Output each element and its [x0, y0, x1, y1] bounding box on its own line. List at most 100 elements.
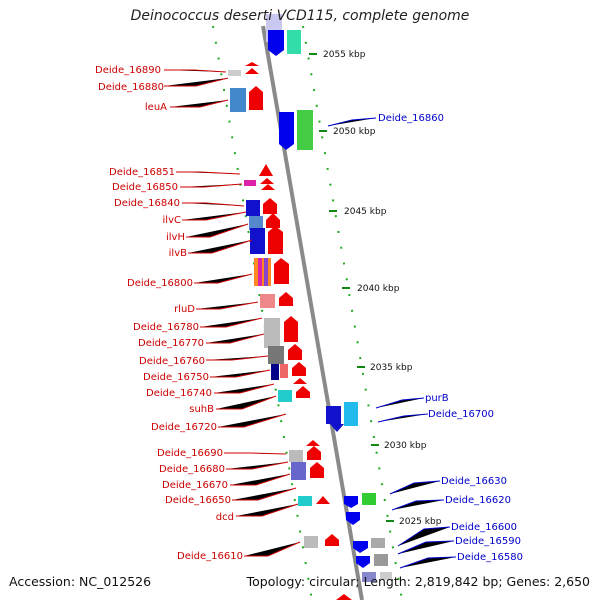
- accession-text: Accession: NC_012526: [9, 574, 152, 589]
- gene-label: Deide_16590: [455, 536, 521, 547]
- inner-dotted-boundary: [212, 25, 313, 600]
- gene-arrow: [245, 68, 259, 74]
- gene-arrow: [268, 30, 284, 56]
- gene-arrow: [330, 424, 344, 432]
- gene-label: Deide_16860: [378, 113, 444, 124]
- gene-label: Deide_16690: [157, 448, 223, 459]
- gene-label: Deide_16680: [159, 464, 225, 475]
- gene-block: [268, 346, 284, 364]
- right-gene-labels: Deide_16860 purB Deide_16700 Deide_16630…: [378, 113, 523, 563]
- tick-label: 2050 kbp: [333, 127, 376, 137]
- gene-arrow: [307, 446, 321, 460]
- tick-label: 2045 kbp: [344, 207, 387, 217]
- gene-label: purB: [425, 393, 449, 404]
- gene-block: [291, 462, 306, 480]
- gene-block: [260, 294, 275, 308]
- gene-label: Deide_16750: [143, 372, 209, 383]
- gene-arrow: [325, 534, 339, 546]
- right-connectors: [327, 117, 457, 569]
- gene-label: Deide_16851: [109, 167, 175, 178]
- gene-arrow: [284, 316, 298, 342]
- gene-block: [362, 493, 376, 505]
- gene-block: [298, 496, 312, 506]
- gene-arrow: [316, 496, 330, 504]
- gene-label: Deide_16630: [441, 476, 507, 487]
- gene-label: ilvH: [166, 232, 185, 243]
- gene-block: [228, 70, 241, 76]
- gene-block: [297, 110, 313, 150]
- forward-strand-features: [228, 62, 352, 600]
- gene-block: [371, 538, 385, 548]
- gene-block: [230, 88, 246, 112]
- gene-label: Deide_16780: [133, 322, 199, 333]
- left-connectors: [164, 69, 301, 557]
- gene-arrow: [263, 198, 277, 214]
- map-title: Deinococcus deserti VCD115, complete gen…: [130, 8, 470, 24]
- gene-block: [244, 180, 256, 186]
- tick-label: 2040 kbp: [357, 284, 400, 294]
- gene-label: Deide_16850: [112, 182, 178, 193]
- gene-arrow: [245, 62, 259, 66]
- gene-arrow: [279, 112, 294, 150]
- gene-label: Deide_16840: [114, 198, 180, 209]
- gene-block: [287, 30, 301, 54]
- gene-arrow: [292, 362, 306, 376]
- gene-label: Deide_16740: [146, 388, 212, 399]
- tick-label: 2055 kbp: [323, 50, 366, 60]
- topology-text: Topology: circular; Length: 2,819,842 bp…: [246, 574, 590, 589]
- gene-arrow: [274, 258, 289, 284]
- gene-label: Deide_16650: [165, 495, 231, 506]
- gene-block: [258, 258, 262, 286]
- gene-label: Deide_16620: [445, 495, 511, 506]
- gene-label: Deide_16580: [457, 552, 523, 563]
- kbp-ticks: 2055 kbp 2050 kbp 2045 kbp 2040 kbp 2035…: [309, 50, 442, 527]
- reverse-strand-features: [266, 14, 392, 582]
- gene-label: Deide_16670: [162, 480, 228, 491]
- gene-block: [289, 450, 303, 462]
- gene-arrow: [268, 226, 283, 254]
- gene-arrow: [249, 86, 263, 110]
- tick-label: 2030 kbp: [384, 441, 427, 451]
- gene-label: Deide_16880: [98, 82, 164, 93]
- gene-block: [254, 258, 271, 286]
- gene-arrow: [356, 556, 370, 568]
- left-gene-labels: Deide_16890 Deide_16880 leuA Deide_16851…: [95, 65, 243, 562]
- gene-block: [326, 406, 341, 424]
- gene-block: [264, 318, 280, 348]
- gene-arrow: [279, 292, 293, 306]
- gene-label: suhB: [189, 404, 214, 415]
- gene-block: [362, 572, 376, 582]
- gene-block: [304, 536, 318, 548]
- gene-arrow: [260, 178, 274, 184]
- gene-block: [249, 216, 263, 230]
- gene-label: ilvB: [169, 248, 187, 259]
- gene-arrow: [288, 344, 302, 360]
- gene-label: leuA: [145, 102, 167, 113]
- gene-arrow: [353, 541, 368, 553]
- tick-label: 2025 kbp: [399, 517, 442, 527]
- gene-block: [271, 364, 279, 380]
- gene-arrow: [296, 386, 310, 398]
- gene-arrow: [259, 164, 273, 176]
- tick-label: 2035 kbp: [370, 363, 413, 373]
- gene-block: [246, 200, 260, 216]
- outer-dotted-boundary: [302, 25, 403, 600]
- gene-label: Deide_16700: [428, 409, 494, 420]
- gene-block: [280, 364, 288, 378]
- gene-block: [380, 572, 392, 580]
- gene-block: [278, 390, 292, 402]
- gene-label: Deide_16770: [138, 338, 204, 349]
- gene-label: Deide_16890: [95, 65, 161, 76]
- gene-block: [250, 228, 265, 254]
- gene-label: Deide_16610: [177, 551, 243, 562]
- gene-arrow: [261, 184, 275, 190]
- gene-label: Deide_16600: [451, 522, 517, 533]
- gene-arrow: [266, 213, 280, 228]
- gene-block: [374, 554, 388, 566]
- gene-block: [264, 258, 268, 286]
- gene-arrow: [346, 512, 360, 525]
- gene-arrow: [306, 440, 320, 446]
- gene-label: rluD: [174, 304, 195, 315]
- gene-label: dcd: [216, 512, 234, 523]
